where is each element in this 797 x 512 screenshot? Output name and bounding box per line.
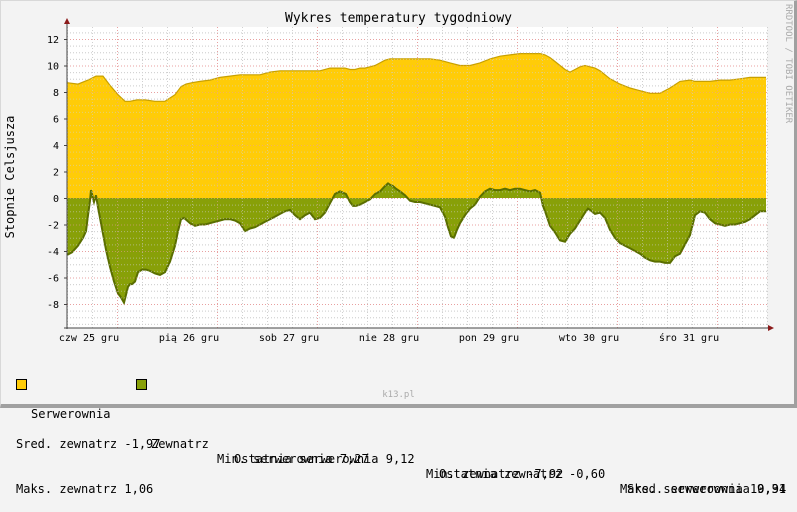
svg-text:czw 25 gru: czw 25 gru bbox=[59, 333, 119, 344]
footer-credit: k13.pl bbox=[382, 390, 415, 400]
legend-maks-serwerownia: Maks. serwerownia 10,94 bbox=[620, 482, 787, 496]
zewnatrz-swatch-icon bbox=[136, 379, 147, 390]
svg-text:-2: -2 bbox=[47, 221, 59, 232]
zewnatrz-area bbox=[67, 183, 766, 303]
svg-text:pią 26 gru: pią 26 gru bbox=[159, 333, 219, 344]
legend-serwerownia: Serwerownia bbox=[31, 407, 111, 421]
svg-text:12: 12 bbox=[47, 35, 59, 46]
legend-min-zewnatrz: Min. zewnatrz -7,92 bbox=[426, 467, 564, 481]
watermark: RRDTOOL / TOBI OETIKER bbox=[783, 4, 793, 124]
legend-maks-zewnatrz: Maks. zewnatrz 1,06 bbox=[16, 482, 154, 496]
zewnatrz-line bbox=[66, 182, 766, 306]
svg-text:2: 2 bbox=[53, 168, 59, 179]
svg-text:-4: -4 bbox=[47, 247, 59, 258]
legend-sred-zewnatrz: Sred. zewnatrz -1,97 bbox=[16, 437, 161, 451]
svg-text:pon 29 gru: pon 29 gru bbox=[459, 333, 519, 344]
serwerownia-swatch-icon bbox=[16, 379, 27, 390]
svg-text:sob 27 gru: sob 27 gru bbox=[259, 333, 319, 344]
svg-text:4: 4 bbox=[53, 141, 59, 152]
legend: Serwerownia Zewnatrz Ostatnia serwerowni… bbox=[16, 347, 786, 497]
svg-text:-8: -8 bbox=[47, 300, 59, 311]
legend-row-2: Sred. zewnatrz -1,97 Min. serwerownia 7,… bbox=[16, 422, 786, 496]
legend-row-3: Maks. zewnatrz 1,06 bbox=[16, 467, 153, 496]
chart-frame bbox=[0, 0, 797, 408]
legend-min-serwerownia: Min. serwerownia 7,27 bbox=[217, 452, 369, 466]
chart-title: Wykres temperatury tygodniowy bbox=[285, 11, 512, 26]
svg-text:6: 6 bbox=[53, 115, 59, 126]
plot-area: 12 10 8 6 4 2 0 -2 -4 -6 -8 czw 25 gru pią 26 gru so… bbox=[47, 18, 774, 344]
svg-text:8: 8 bbox=[53, 88, 59, 99]
svg-text:0: 0 bbox=[53, 194, 59, 205]
svg-text:nie 28 gru: nie 28 gru bbox=[359, 333, 419, 344]
serwerownia-area bbox=[67, 53, 766, 198]
y-axis-ticks: 12 10 8 6 4 2 0 -2 -4 -6 -8 bbox=[47, 35, 67, 311]
svg-text:10: 10 bbox=[47, 62, 59, 73]
x-axis-ticks: czw 25 gru pią 26 gru sob 27 gru nie 28 gru… bbox=[59, 332, 719, 344]
svg-text:śro 31 gru: śro 31 gru bbox=[659, 332, 719, 344]
y-axis-arrow-icon bbox=[64, 18, 70, 24]
svg-text:wto 30 gru: wto 30 gru bbox=[559, 333, 619, 344]
svg-text:-6: -6 bbox=[47, 274, 59, 285]
x-axis-arrow-icon bbox=[768, 325, 774, 331]
